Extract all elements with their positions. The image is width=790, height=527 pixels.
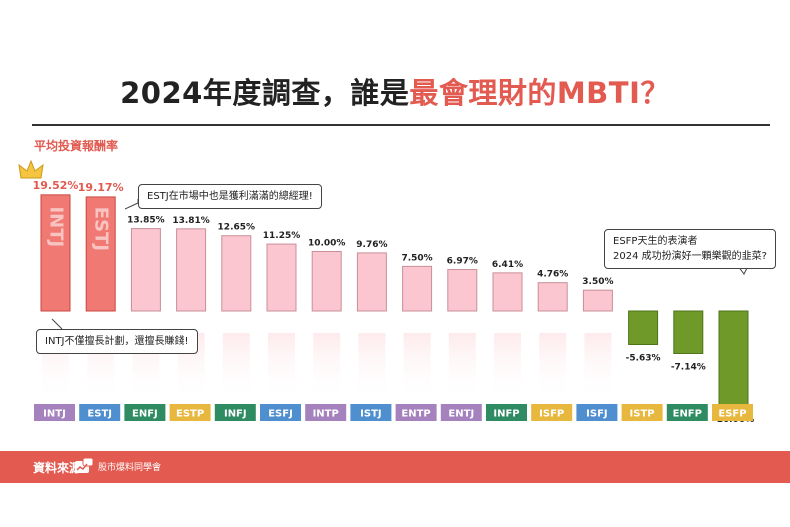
data-label: 19.52% (33, 179, 79, 192)
category-tag (305, 404, 347, 421)
data-label: 7.50% (401, 253, 432, 263)
bar-reflection (358, 333, 386, 403)
category-tag (666, 404, 708, 421)
category-tag (169, 404, 211, 421)
category-tag (576, 404, 618, 421)
bar-inner-label: ESTJ (91, 207, 112, 251)
title-divider (32, 124, 770, 126)
data-label: 13.81% (172, 216, 210, 226)
tick-label: INFJ (224, 409, 247, 420)
bar-isfj (582, 289, 613, 312)
tick-label: ESFP (718, 409, 746, 420)
data-label: 9.76% (356, 240, 387, 250)
footer-bar: 資料來源: 股市爆料同學會 (0, 451, 790, 483)
bar-inner-label: INTJ (46, 206, 67, 247)
tick-label: ENTJ (448, 409, 474, 420)
category-tag (350, 404, 392, 421)
bar-infj (221, 235, 252, 312)
data-label: -5.63% (626, 353, 661, 363)
data-label: 3.50% (582, 277, 613, 287)
title-prefix: 2024年度調查，誰是 (120, 76, 410, 110)
bar-istp (628, 310, 659, 345)
data-label: 11.25% (263, 231, 301, 241)
bar-enfj (130, 228, 161, 312)
bar-reflection (584, 333, 612, 403)
category-tag (395, 404, 437, 421)
esfp-callout-line1: ESFP天生的表演者 (613, 236, 698, 247)
bar-entp (402, 265, 433, 312)
bar-reflection (448, 333, 476, 403)
bar-isfp (537, 282, 568, 312)
bar-enfp (673, 310, 704, 354)
intj-callout-pointer (51, 318, 63, 330)
category-tag (531, 404, 573, 421)
tick-label: ISFP (539, 409, 564, 420)
bar-estj (85, 196, 116, 312)
data-label: 6.97% (447, 257, 478, 267)
tick-label: ISFJ (586, 409, 607, 420)
tick-label: ESTJ (87, 409, 112, 420)
chart-logo-icon (75, 457, 94, 473)
bar-estp (176, 228, 207, 312)
bar-intp (311, 251, 342, 312)
bar-intj (40, 194, 71, 312)
bar-entj (447, 269, 478, 312)
bar-esfp (718, 310, 749, 407)
tick-label: ISTP (630, 409, 655, 420)
source-label: 資料來源: (33, 461, 86, 475)
y-axis-label: 平均投資報酬率 (34, 139, 119, 153)
tick-label: ESFJ (268, 409, 293, 420)
intj-callout: INTJ不僅擅長計劃，還擅長賺錢! (36, 329, 198, 354)
crown-icon (18, 159, 44, 179)
bar-reflection (268, 333, 295, 403)
tick-label: INTP (313, 409, 339, 420)
data-label: 12.65% (218, 223, 256, 233)
category-tag (712, 404, 753, 421)
bar-infp (492, 272, 523, 312)
bar-reflection (539, 333, 567, 403)
tick-label: ENTP (401, 409, 430, 420)
bar-reflection (313, 333, 341, 403)
data-label: -7.14% (671, 362, 706, 372)
tick-label: ENFJ (132, 409, 158, 420)
title-highlight: 最會理財的MBTI？ (409, 76, 670, 110)
page-title: 2024年度調查，誰是最會理財的MBTI？ (0, 70, 790, 112)
data-label: 6.41% (492, 260, 523, 270)
data-label: 19.17% (78, 181, 124, 194)
tick-label: INFP (493, 409, 519, 420)
bar-esfj (266, 243, 297, 312)
category-tag (486, 404, 527, 421)
estj-callout-pointer (124, 199, 139, 210)
bar-istj (356, 252, 387, 312)
data-label: 4.76% (537, 270, 568, 280)
bar-reflection (403, 333, 431, 403)
category-tag (124, 404, 166, 421)
tick-label: ISTJ (360, 409, 381, 420)
category-tag (34, 404, 75, 421)
bar-chart: INTJ 19.52% INTJ ESTJ 19.17% ESTJ 13.85% ENFJ 13… (18, 159, 754, 425)
category-tag (621, 404, 663, 421)
esfp-callout: ESFP天生的表演者 2024 成功扮演好一顆樂觀的韭菜? (604, 229, 776, 269)
esfp-callout-line2: 2024 成功扮演好一顆樂觀的韭菜? (613, 251, 767, 262)
tick-label: INTJ (43, 409, 66, 420)
source-name: 股市爆料同學會 (98, 463, 162, 473)
estj-callout: ESTJ在市場中也是獲利滿滿的總經理! (138, 184, 322, 209)
category-tag (440, 404, 482, 421)
bar-reflection (222, 333, 250, 403)
bar-reflection (494, 333, 521, 403)
category-tag (260, 404, 301, 421)
category-tag (79, 404, 121, 421)
tick-label: ESTP (176, 409, 204, 420)
tick-label: ENFP (673, 409, 702, 420)
category-tag (214, 404, 256, 421)
data-label: 13.85% (127, 216, 165, 226)
data-label: 10.00% (308, 239, 346, 249)
